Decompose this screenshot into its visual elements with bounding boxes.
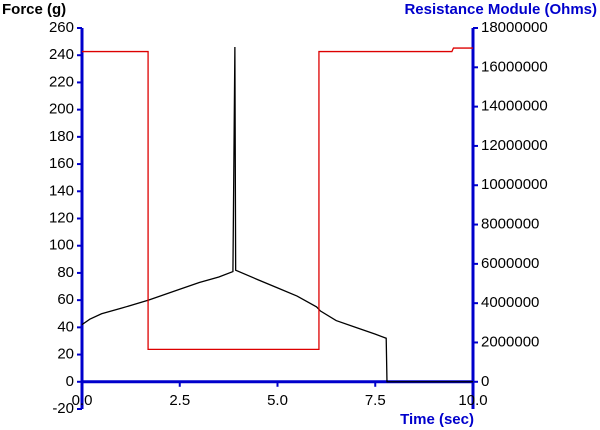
- y-tick-label: 140: [49, 182, 74, 199]
- y-tick-label: 20: [57, 346, 74, 363]
- y2-tick-label: 2000000: [481, 333, 539, 350]
- y-tick-label: 180: [49, 128, 74, 145]
- y2-tick-label: 6000000: [481, 255, 539, 272]
- x-axis-title: Time (sec): [400, 411, 474, 428]
- y2-tick-label: 12000000: [481, 137, 548, 154]
- y-tick-label: 240: [49, 46, 74, 63]
- y-tick-label: 40: [57, 318, 74, 335]
- y2-axis-title: Resistance Module (Ohms): [404, 1, 597, 18]
- data-line: [81, 47, 473, 383]
- data-line: [82, 47, 473, 351]
- y-tick-label: 200: [49, 101, 74, 118]
- y2-tick-label: 0: [481, 373, 489, 390]
- x-tick-label: 7.5: [365, 392, 386, 409]
- x-tick-label: 10.0: [458, 392, 487, 409]
- y2-tick-label: 4000000: [481, 294, 539, 311]
- y-tick-label: -20: [52, 400, 74, 417]
- y-axis-title: Force (g): [2, 1, 66, 18]
- y-tick-label: 60: [57, 291, 74, 308]
- y2-tick-label: 16000000: [481, 58, 548, 75]
- y-tick-label: 160: [49, 155, 74, 172]
- y-tick-label: 220: [49, 73, 74, 90]
- x-tick-label: 5.0: [267, 392, 288, 409]
- x-tick-label: 0.0: [72, 392, 93, 409]
- y-tick-label: 100: [49, 237, 74, 254]
- y2-tick-label: 18000000: [481, 19, 548, 36]
- y-tick-label: 0: [66, 373, 74, 390]
- y2-tick-label: 14000000: [481, 98, 548, 115]
- y2-tick-label: 10000000: [481, 176, 548, 193]
- y-tick-label: 80: [57, 264, 74, 281]
- x-tick-label: 2.5: [169, 392, 190, 409]
- y-tick-label: 260: [49, 19, 74, 36]
- y-tick-label: 120: [49, 209, 74, 226]
- y2-tick-label: 8000000: [481, 216, 539, 233]
